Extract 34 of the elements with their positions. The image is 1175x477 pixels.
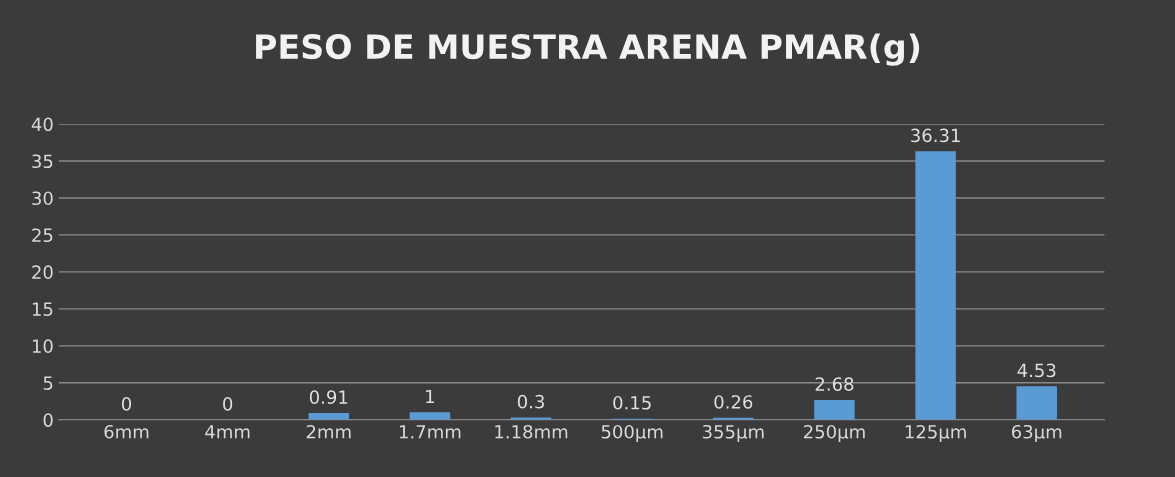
data-label: 0.26 bbox=[714, 395, 753, 409]
x-tick-label: 4mm bbox=[205, 425, 250, 439]
data-label: 0.15 bbox=[613, 395, 651, 410]
data-label: 0 bbox=[223, 397, 233, 411]
x-tick-label: 355µm bbox=[702, 424, 764, 443]
data-label: 4.53 bbox=[1017, 363, 1056, 378]
x-tick-label: 125µm bbox=[905, 424, 966, 443]
data-label: 1 bbox=[426, 389, 434, 404]
y-tick-label: 0 bbox=[43, 413, 53, 427]
x-tick-label: 1.18mm bbox=[495, 424, 568, 439]
y-tick-label: 15 bbox=[32, 302, 53, 316]
y-tick-label: 30 bbox=[32, 191, 53, 206]
y-tick-label: 35 bbox=[32, 154, 53, 169]
data-label: 2.68 bbox=[815, 377, 854, 391]
data-label: 0.3 bbox=[517, 394, 544, 409]
bar bbox=[915, 151, 956, 420]
data-label: 36.31 bbox=[911, 128, 960, 143]
data-label: 0.91 bbox=[309, 390, 348, 404]
bar bbox=[1016, 386, 1057, 420]
x-tick-label: 63µm bbox=[1011, 424, 1062, 443]
y-tick-label: 25 bbox=[32, 228, 53, 243]
y-tick-label: 20 bbox=[32, 265, 53, 280]
chart-title: PESO DE MUESTRA ARENA PMAR(g) bbox=[256, 33, 920, 66]
x-tick-label: 500µm bbox=[601, 424, 663, 443]
data-label: 0 bbox=[121, 397, 132, 411]
x-tick-label: 250µm bbox=[804, 424, 865, 443]
y-tick-label: 5 bbox=[43, 376, 53, 390]
y-tick-label: 10 bbox=[32, 339, 53, 353]
bar bbox=[814, 399, 855, 420]
x-tick-label: 6mm bbox=[104, 424, 149, 439]
x-tick-label: 2mm bbox=[306, 424, 351, 439]
y-tick-label: 40 bbox=[31, 117, 53, 132]
x-tick-label: 1.7mm bbox=[399, 425, 461, 439]
bar bbox=[409, 412, 451, 420]
